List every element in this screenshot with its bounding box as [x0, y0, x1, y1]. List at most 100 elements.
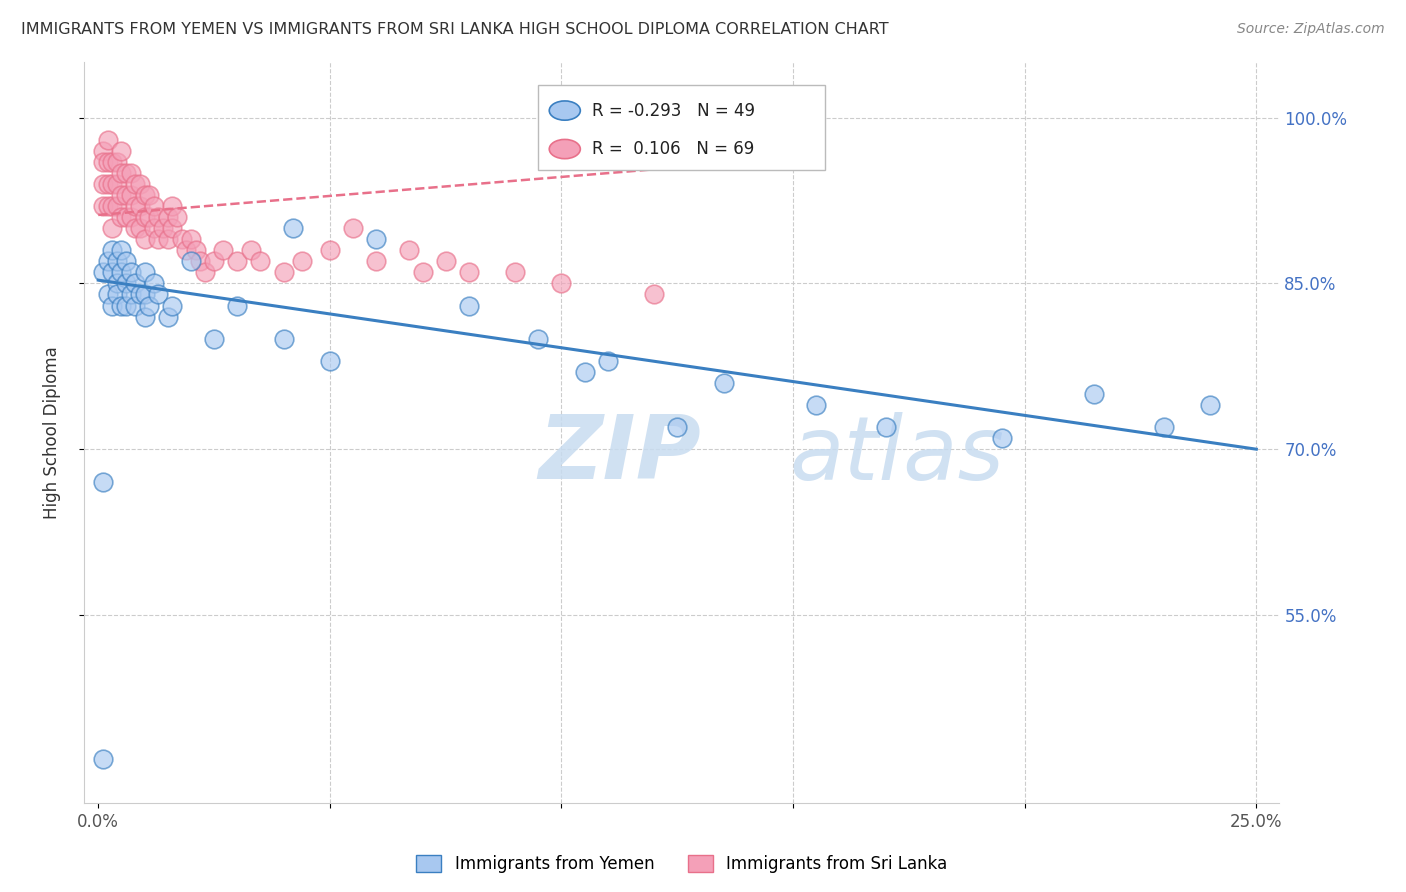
- Point: [134, 310, 156, 324]
- Point: [875, 420, 897, 434]
- Point: [202, 332, 225, 346]
- Point: [226, 254, 249, 268]
- Point: [110, 210, 132, 224]
- Point: [110, 265, 132, 279]
- Point: [643, 287, 665, 301]
- Point: [156, 310, 179, 324]
- Point: [806, 398, 828, 412]
- Text: R =  0.106   N = 69: R = 0.106 N = 69: [592, 140, 755, 158]
- Point: [101, 154, 124, 169]
- Point: [91, 144, 114, 158]
- Point: [366, 254, 388, 268]
- Point: [115, 210, 138, 224]
- Point: [110, 166, 132, 180]
- Point: [96, 177, 118, 191]
- Point: [162, 299, 184, 313]
- Point: [105, 277, 128, 291]
- Y-axis label: High School Diploma: High School Diploma: [42, 346, 60, 519]
- Text: atlas: atlas: [790, 412, 1004, 498]
- Point: [188, 254, 211, 268]
- Point: [91, 177, 114, 191]
- Point: [142, 277, 165, 291]
- Point: [96, 154, 118, 169]
- Point: [319, 244, 342, 258]
- Point: [148, 232, 170, 246]
- Point: [434, 254, 457, 268]
- Point: [110, 299, 132, 313]
- Point: [124, 277, 146, 291]
- Point: [148, 287, 170, 301]
- Point: [129, 177, 152, 191]
- FancyBboxPatch shape: [538, 85, 825, 169]
- Point: [148, 210, 170, 224]
- Point: [1199, 398, 1222, 412]
- Point: [110, 188, 132, 202]
- Point: [105, 199, 128, 213]
- Point: [457, 265, 479, 279]
- Point: [115, 277, 138, 291]
- Point: [101, 221, 124, 235]
- Point: [134, 210, 156, 224]
- Point: [226, 299, 249, 313]
- Point: [291, 254, 314, 268]
- Point: [457, 299, 479, 313]
- Point: [105, 254, 128, 268]
- Point: [319, 353, 342, 368]
- Point: [142, 221, 165, 235]
- Point: [105, 287, 128, 301]
- Point: [398, 244, 420, 258]
- Point: [412, 265, 434, 279]
- Point: [134, 232, 156, 246]
- Legend: Immigrants from Yemen, Immigrants from Sri Lanka: Immigrants from Yemen, Immigrants from S…: [409, 848, 955, 880]
- Point: [1083, 387, 1105, 401]
- Point: [180, 232, 202, 246]
- Point: [273, 332, 295, 346]
- Point: [91, 199, 114, 213]
- Text: Source: ZipAtlas.com: Source: ZipAtlas.com: [1237, 22, 1385, 37]
- Point: [174, 244, 197, 258]
- Point: [96, 199, 118, 213]
- Point: [105, 177, 128, 191]
- Point: [91, 265, 114, 279]
- Point: [249, 254, 271, 268]
- Point: [1153, 420, 1175, 434]
- Point: [105, 154, 128, 169]
- Point: [138, 210, 160, 224]
- Point: [96, 133, 118, 147]
- Point: [129, 221, 152, 235]
- Point: [162, 221, 184, 235]
- Point: [134, 287, 156, 301]
- Point: [96, 287, 118, 301]
- Point: [990, 431, 1012, 445]
- Point: [101, 177, 124, 191]
- Point: [596, 353, 619, 368]
- Point: [120, 188, 142, 202]
- Point: [91, 154, 114, 169]
- Point: [503, 265, 526, 279]
- Point: [124, 299, 146, 313]
- Text: R = -0.293   N = 49: R = -0.293 N = 49: [592, 102, 755, 120]
- Point: [138, 188, 160, 202]
- Point: [666, 420, 689, 434]
- Point: [120, 166, 142, 180]
- Point: [156, 210, 179, 224]
- Point: [124, 177, 146, 191]
- Point: [194, 265, 217, 279]
- Point: [138, 299, 160, 313]
- Point: [124, 199, 146, 213]
- Point: [574, 365, 596, 379]
- Point: [120, 287, 142, 301]
- Point: [342, 221, 364, 235]
- Point: [91, 475, 114, 490]
- Point: [96, 254, 118, 268]
- Point: [202, 254, 225, 268]
- Point: [134, 188, 156, 202]
- Text: IMMIGRANTS FROM YEMEN VS IMMIGRANTS FROM SRI LANKA HIGH SCHOOL DIPLOMA CORRELATI: IMMIGRANTS FROM YEMEN VS IMMIGRANTS FROM…: [21, 22, 889, 37]
- Point: [91, 751, 114, 765]
- Point: [129, 287, 152, 301]
- Point: [115, 166, 138, 180]
- Point: [110, 144, 132, 158]
- Point: [166, 210, 188, 224]
- Point: [134, 265, 156, 279]
- Point: [550, 277, 572, 291]
